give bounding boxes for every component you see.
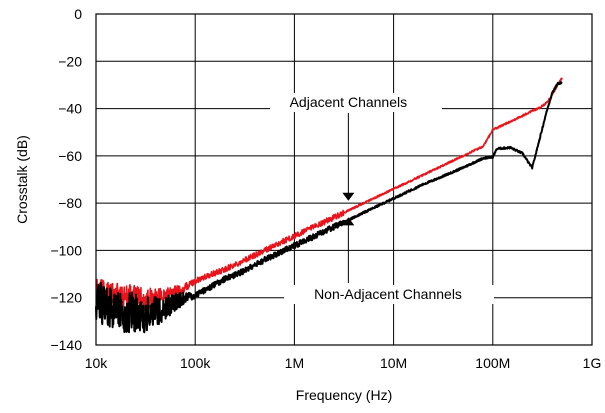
annotation-background: [284, 285, 494, 304]
series-layer: [95, 77, 563, 334]
annotation-adjacent-label: Adjacent Channels: [290, 94, 408, 110]
x-tick-label: 10M: [380, 355, 407, 371]
y-tick-label: −100: [50, 242, 82, 258]
y-tick-label: −40: [58, 101, 82, 117]
y-tick-label: −140: [50, 337, 82, 353]
annotations: Adjacent Channels Non-Adjacent Channels: [270, 93, 494, 304]
x-tick-label: 100k: [180, 355, 211, 371]
arrow-down-icon: [342, 192, 355, 201]
x-tick-label: 1M: [285, 355, 304, 371]
plot-frame: [95, 13, 593, 346]
x-axis-label: Frequency (Hz): [296, 387, 392, 403]
arrow-up-icon: [342, 217, 355, 226]
x-tick-label: 100M: [475, 355, 510, 371]
y-tick-label: −60: [58, 148, 82, 164]
x-tick-label: 10k: [85, 355, 109, 371]
y-axis-label: Crosstalk (dB): [14, 135, 30, 224]
series-non-adjacent-line: [95, 81, 563, 334]
y-tick-label: 0: [74, 6, 82, 22]
x-tick-label: 1G: [583, 355, 602, 371]
y-tick-label: −20: [58, 53, 82, 69]
y-tick-label: −120: [50, 290, 82, 306]
annotation-non-adjacent-label: Non-Adjacent Channels: [314, 286, 462, 302]
annotation-background: [270, 93, 442, 112]
tick-labels: 10k 100k 1M 10M 100M 1G 0 −20 −40 −60 −80 −100 −120 −…: [50, 6, 601, 371]
series-adjacent-line: [95, 77, 563, 313]
y-tick-label: −80: [58, 195, 82, 211]
